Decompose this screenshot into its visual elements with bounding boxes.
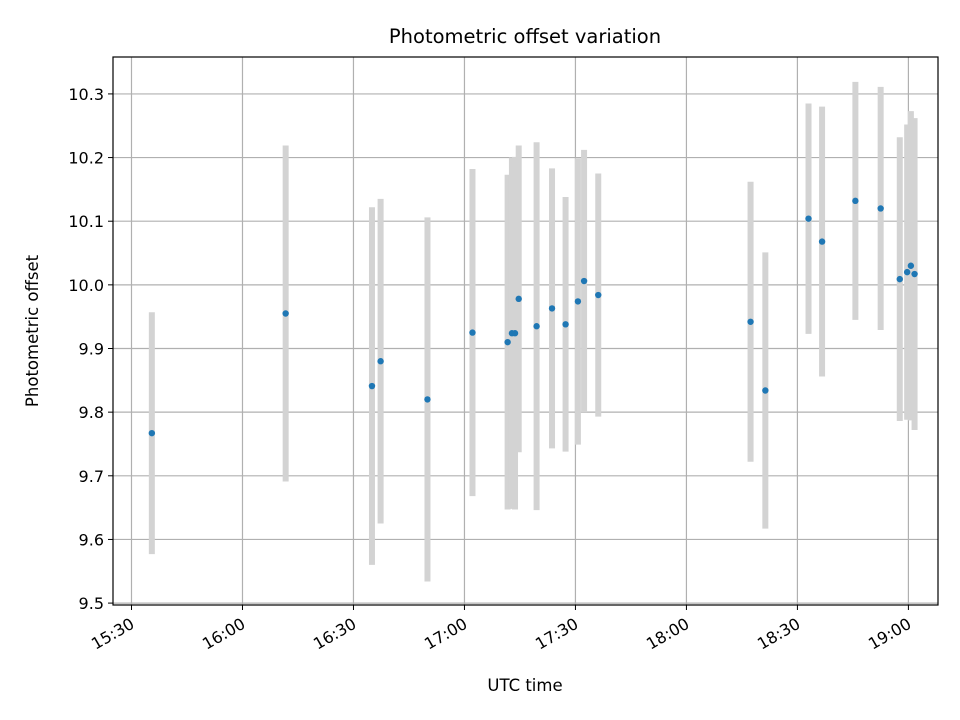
y-tick-label: 9.8 (79, 403, 104, 422)
y-tick-label: 10.1 (68, 212, 104, 231)
x-tick-label: 16:00 (199, 614, 248, 654)
x-tick-label: 15:30 (88, 614, 137, 654)
plot-frame (112, 56, 939, 606)
x-axis-ticks: 15:30 16:00 16:30 17:00 17:30 18:00 18:30 19:00 (88, 605, 914, 654)
data-point (907, 262, 915, 269)
y-tick-label: 9.7 (79, 467, 104, 486)
x-tick-label: 18:00 (643, 614, 692, 654)
x-tick-label: 19:00 (865, 614, 914, 654)
x-axis-label: UTC time (487, 676, 562, 695)
data-point (282, 310, 289, 317)
data-point (424, 396, 431, 403)
data-point (903, 268, 911, 276)
data-point (562, 321, 569, 328)
grid-lines (113, 57, 938, 605)
data-point (762, 387, 769, 394)
x-tick-label: 16:30 (310, 614, 359, 654)
data-points (148, 197, 918, 437)
data-point (747, 318, 754, 325)
x-tick-label: 17:00 (421, 614, 470, 654)
data-point (574, 298, 582, 305)
data-point (533, 323, 540, 330)
data-point (595, 291, 602, 299)
data-point (368, 382, 376, 390)
data-point (911, 270, 918, 278)
data-point (896, 275, 903, 283)
y-tick-label: 9.6 (79, 530, 104, 549)
data-point (877, 205, 884, 212)
chart-title: Photometric offset variation (389, 25, 661, 48)
data-point (504, 338, 511, 346)
data-point (148, 429, 156, 437)
x-tick-label: 18:30 (754, 614, 803, 654)
y-tick-label: 10.2 (68, 149, 104, 168)
y-tick-label: 10.0 (68, 276, 104, 295)
error-bars (148, 81, 918, 582)
data-point (805, 215, 812, 222)
data-point (377, 358, 384, 365)
data-point (818, 238, 826, 245)
data-point (511, 330, 519, 337)
y-tick-label: 9.9 (79, 340, 104, 359)
data-point (580, 277, 588, 285)
y-tick-label: 9.5 (79, 594, 104, 613)
x-tick-label: 17:30 (532, 614, 581, 654)
data-point (469, 329, 476, 336)
data-point (852, 197, 859, 205)
data-point (548, 305, 556, 312)
y-axis-label: Photometric offset (23, 254, 42, 407)
y-axis-ticks: 9.5 9.6 9.7 9.8 9.9 10.0 10.1 10.2 10.3 (68, 85, 113, 613)
y-tick-label: 10.3 (68, 85, 104, 104)
data-point (515, 295, 522, 303)
